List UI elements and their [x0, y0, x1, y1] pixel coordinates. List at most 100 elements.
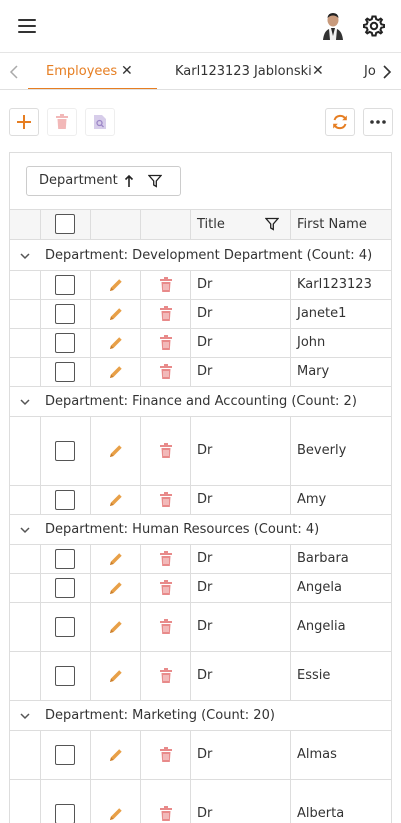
more-options-button[interactable] — [363, 108, 393, 136]
table-row[interactable]: Dr Barbara — [10, 545, 391, 574]
trash-icon[interactable] — [159, 364, 173, 384]
row-checkbox[interactable] — [55, 578, 75, 598]
row-first-name-cell: Karl123123 — [290, 271, 391, 299]
group-collapse-icon[interactable] — [20, 241, 30, 272]
row-checkbox[interactable] — [55, 304, 75, 324]
header-delete-spacer — [140, 210, 190, 239]
row-first-name-cell: Barbara — [290, 545, 391, 573]
group-collapse-icon[interactable] — [20, 701, 30, 732]
tabs-scroll-right-icon[interactable] — [377, 53, 401, 89]
row-delete-cell — [140, 731, 190, 779]
row-edit-cell — [90, 300, 140, 328]
row-first-name-cell: Essie — [290, 652, 391, 700]
row-delete-cell — [140, 300, 190, 328]
tab-employees-label: Employees — [46, 64, 118, 79]
row-title-cell: Dr — [190, 329, 290, 357]
row-title-cell: Dr — [190, 271, 290, 299]
row-checkbox[interactable] — [55, 549, 75, 569]
pencil-icon[interactable] — [108, 668, 124, 688]
row-checkbox[interactable] — [55, 490, 75, 510]
column-header-first-name[interactable]: First Name — [290, 210, 391, 239]
group-row[interactable]: Department: Human Resources (Count: 4) — [10, 515, 391, 546]
row-checkbox[interactable] — [55, 333, 75, 353]
filter-icon[interactable] — [148, 174, 162, 188]
delete-selected-button[interactable] — [47, 108, 77, 136]
table-row[interactable]: Dr Mary — [10, 358, 391, 387]
trash-icon[interactable] — [159, 668, 173, 688]
row-edit-cell — [90, 271, 140, 299]
trash-icon[interactable] — [159, 335, 173, 355]
pencil-icon[interactable] — [108, 806, 124, 823]
trash-icon[interactable] — [159, 580, 173, 600]
pencil-icon[interactable] — [108, 306, 124, 326]
group-row[interactable]: Department: Finance and Accounting (Coun… — [10, 387, 391, 418]
trash-icon[interactable] — [159, 551, 173, 571]
row-checkbox[interactable] — [55, 275, 75, 295]
trash-icon[interactable] — [159, 806, 173, 823]
row-first-name: Almas — [297, 747, 337, 762]
row-delete-cell — [140, 652, 190, 700]
pencil-icon[interactable] — [108, 364, 124, 384]
row-checkbox[interactable] — [55, 617, 75, 637]
table-row[interactable]: Dr Alberta — [10, 780, 391, 823]
column-title-filter-icon[interactable] — [265, 217, 279, 231]
pencil-icon[interactable] — [108, 551, 124, 571]
select-all-checkbox[interactable] — [55, 214, 75, 234]
tabs-scroll-left-icon[interactable] — [0, 53, 28, 89]
gear-icon[interactable] — [362, 14, 386, 38]
trash-icon[interactable] — [159, 619, 173, 639]
tab-jo-label: Jo — [364, 64, 376, 79]
table-row[interactable]: Dr Essie — [10, 652, 391, 701]
row-delete-cell — [140, 271, 190, 299]
pencil-icon[interactable] — [108, 443, 124, 463]
row-select-cell — [40, 545, 90, 573]
group-row[interactable]: Department: Marketing (Count: 20) — [10, 701, 391, 732]
row-first-name-cell: Mary — [290, 358, 391, 386]
pencil-icon[interactable] — [108, 277, 124, 297]
table-row[interactable]: Dr Angela — [10, 574, 391, 603]
pencil-icon[interactable] — [108, 492, 124, 512]
trash-icon[interactable] — [159, 492, 173, 512]
trash-icon[interactable] — [159, 277, 173, 297]
table-row[interactable]: Dr Beverly — [10, 417, 391, 486]
table-row[interactable]: Dr Karl123123 — [10, 271, 391, 300]
tab-karl-jablonski-close-icon[interactable]: ✕ — [312, 63, 324, 79]
view-details-button[interactable] — [85, 108, 115, 136]
plus-icon — [17, 115, 31, 129]
table-row[interactable]: Dr Angelia — [10, 603, 391, 652]
group-row[interactable]: Department: Development Department (Coun… — [10, 241, 391, 272]
hamburger-menu-icon[interactable] — [16, 16, 38, 36]
pencil-icon[interactable] — [108, 619, 124, 639]
top-app-bar — [0, 0, 401, 52]
add-button[interactable] — [9, 108, 39, 136]
refresh-button[interactable] — [325, 108, 355, 136]
group-collapse-icon[interactable] — [20, 515, 30, 546]
pencil-icon[interactable] — [108, 335, 124, 355]
tab-employees-close-icon[interactable]: ✕ — [121, 63, 133, 79]
tab-employees[interactable]: Employees ✕ — [28, 53, 157, 89]
table-row[interactable]: Dr Almas — [10, 731, 391, 780]
row-checkbox[interactable] — [55, 362, 75, 382]
pencil-icon[interactable] — [108, 580, 124, 600]
pencil-icon[interactable] — [108, 747, 124, 767]
user-avatar[interactable] — [321, 12, 345, 40]
group-collapse-icon[interactable] — [20, 387, 30, 418]
table-row[interactable]: Dr Janete1 — [10, 300, 391, 329]
group-by-department-chip[interactable]: Department — [26, 166, 181, 196]
grid-header-row: Title First Name — [10, 209, 391, 240]
table-row[interactable]: Dr John — [10, 329, 391, 358]
tab-karl-jablonski[interactable]: Karl123123 Jablonski ✕ — [157, 53, 343, 89]
trash-icon[interactable] — [159, 306, 173, 326]
table-row[interactable]: Dr Amy — [10, 486, 391, 515]
row-checkbox[interactable] — [55, 745, 75, 765]
row-checkbox[interactable] — [55, 666, 75, 686]
row-checkbox[interactable] — [55, 804, 75, 823]
document-search-icon — [94, 115, 106, 129]
column-header-title[interactable]: Title — [190, 210, 290, 239]
row-first-name-cell: Almas — [290, 731, 391, 779]
trash-icon[interactable] — [159, 443, 173, 463]
trash-icon[interactable] — [159, 747, 173, 767]
sort-ascending-icon[interactable] — [124, 174, 134, 188]
tab-jo[interactable]: Jo — [364, 53, 384, 89]
row-checkbox[interactable] — [55, 441, 75, 461]
